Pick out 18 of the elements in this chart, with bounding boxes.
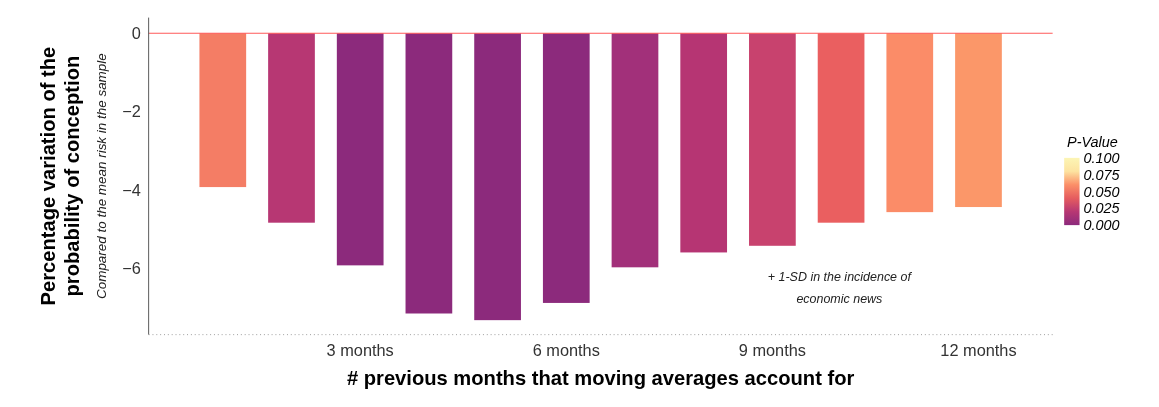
color-bar-label: 0.025 [1083,200,1121,217]
x-tick-label: 6 months [532,340,600,359]
y-tick-label: −4 [122,180,141,199]
y-tick-label: −2 [122,102,141,121]
color-bar-label: 0.100 [1083,149,1120,166]
color-bar-label: 0.000 [1083,217,1120,234]
x-tick-label: 12 months [940,340,1017,359]
color-bar-title: P-Value [1067,134,1118,151]
text: Compared to the mean risk in the sample [94,53,110,299]
annotation: + 1-SD in the incidence of economic news [767,269,913,306]
x-tick-label: 3 months [326,340,394,359]
y-tick-label: 0 [131,23,141,42]
color-bar-label: 0.075 [1083,166,1121,183]
x-axis-title: # previous months that moving averages account for [346,366,855,389]
color-bar-label: 0.050 [1083,183,1120,200]
y-tick-label: −6 [122,258,141,277]
y-axis-title: Percentage variation of the probability of conception [37,46,84,306]
x-tick-label: 9 months [738,340,806,359]
